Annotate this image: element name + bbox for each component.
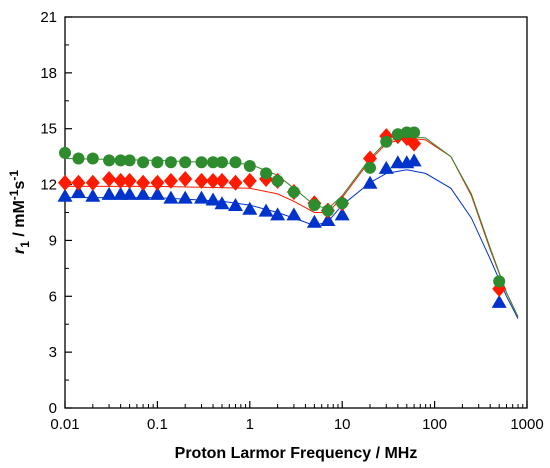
data-point-circle [321, 204, 334, 217]
data-point-triangle [163, 190, 179, 204]
data-point-circle [195, 156, 208, 169]
data-points [57, 126, 507, 308]
data-point-triangle [227, 198, 243, 212]
data-point-diamond [122, 172, 137, 189]
data-point-triangle [406, 153, 422, 167]
data-point-triangle [85, 188, 101, 202]
data-point-diamond [242, 172, 257, 189]
y-axis-label: r1 / mM-1s-1 [7, 170, 32, 254]
data-point-triangle [205, 192, 221, 206]
data-point-circle [72, 152, 85, 165]
data-point-diamond [407, 135, 422, 152]
data-point-circle [215, 156, 228, 169]
data-point-circle [260, 167, 273, 180]
axis-ticks: 0.01 0.1 1 10 100 1000 0 3 6 9 12 15 18 21 [40, 9, 543, 433]
data-point-diamond [363, 150, 378, 167]
data-point-circle [164, 156, 177, 169]
data-point-diamond [228, 174, 243, 191]
data-point-triangle [362, 175, 378, 189]
data-point-triangle [306, 214, 322, 228]
data-point-triangle [378, 160, 394, 174]
data-point-triangle [101, 186, 117, 200]
y-tick-label: 0 [49, 400, 57, 417]
y-axis-exponent-1: -1 [7, 189, 21, 200]
data-point-circle [151, 156, 164, 169]
y-axis-seconds: s [11, 181, 28, 190]
y-tick-label: 18 [40, 65, 57, 82]
x-tick-label: 0.1 [147, 416, 168, 433]
data-point-triangle [491, 294, 507, 308]
data-point-diamond [178, 170, 193, 187]
y-axis-units: / mM [11, 200, 28, 241]
data-point-diamond [71, 174, 86, 191]
data-point-circle [380, 135, 393, 148]
data-point-diamond [136, 174, 151, 191]
y-axis-symbol: r [11, 247, 28, 254]
data-point-circle [114, 154, 127, 167]
data-point-circle [271, 174, 284, 187]
data-point-diamond [150, 174, 165, 191]
y-tick-label: 15 [40, 121, 57, 138]
data-point-triangle [122, 186, 138, 200]
data-point-triangle [135, 186, 151, 200]
x-tick-label: 10 [334, 416, 351, 433]
y-tick-label: 6 [49, 288, 57, 305]
data-point-triangle [334, 207, 350, 221]
data-point-circle [243, 159, 256, 172]
data-point-triangle [320, 212, 336, 226]
data-point-diamond [58, 174, 72, 191]
x-tick-label: 1000 [510, 416, 543, 433]
data-point-diamond [163, 172, 178, 189]
data-point-diamond [113, 172, 128, 189]
y-tick-label: 21 [40, 9, 57, 26]
data-point-triangle [193, 190, 209, 204]
x-axis-label: Proton Larmor Frequency / MHz [175, 445, 418, 462]
data-point-circle [179, 156, 192, 169]
data-point-triangle [242, 201, 258, 215]
x-tick-label: 0.01 [50, 416, 79, 433]
data-point-triangle [286, 207, 302, 221]
data-point-circle [287, 186, 300, 199]
y-tick-label: 3 [49, 344, 57, 361]
data-point-circle [493, 275, 506, 288]
data-point-diamond [194, 172, 209, 189]
data-point-triangle [57, 188, 73, 202]
data-point-diamond [102, 170, 117, 187]
data-point-circle [408, 126, 421, 139]
data-point-circle [103, 154, 116, 167]
data-point-circle [137, 156, 150, 169]
data-point-circle [229, 156, 242, 169]
data-point-circle [308, 199, 321, 212]
data-point-circle [86, 152, 99, 165]
data-point-diamond [214, 172, 229, 189]
data-point-circle [123, 154, 136, 167]
data-point-triangle [71, 185, 87, 199]
data-point-circle [391, 128, 404, 141]
data-point-circle [207, 156, 220, 169]
data-point-triangle [149, 186, 165, 200]
fit-curve-triangle [65, 169, 519, 319]
data-point-triangle [214, 196, 230, 210]
data-point-circle [336, 197, 349, 210]
data-point-diamond [85, 174, 100, 191]
data-point-triangle [270, 207, 286, 221]
y-tick-label: 12 [40, 177, 57, 194]
data-point-diamond [206, 172, 221, 189]
x-tick-label: 100 [422, 416, 447, 433]
data-point-triangle [177, 190, 193, 204]
y-axis-exponent-2: -1 [7, 170, 21, 181]
y-tick-label: 9 [49, 232, 57, 249]
data-point-circle [364, 161, 377, 174]
data-point-circle [59, 146, 71, 159]
y-axis-subscript: 1 [18, 241, 32, 248]
x-tick-label: 1 [246, 416, 254, 433]
data-point-triangle [258, 203, 274, 217]
